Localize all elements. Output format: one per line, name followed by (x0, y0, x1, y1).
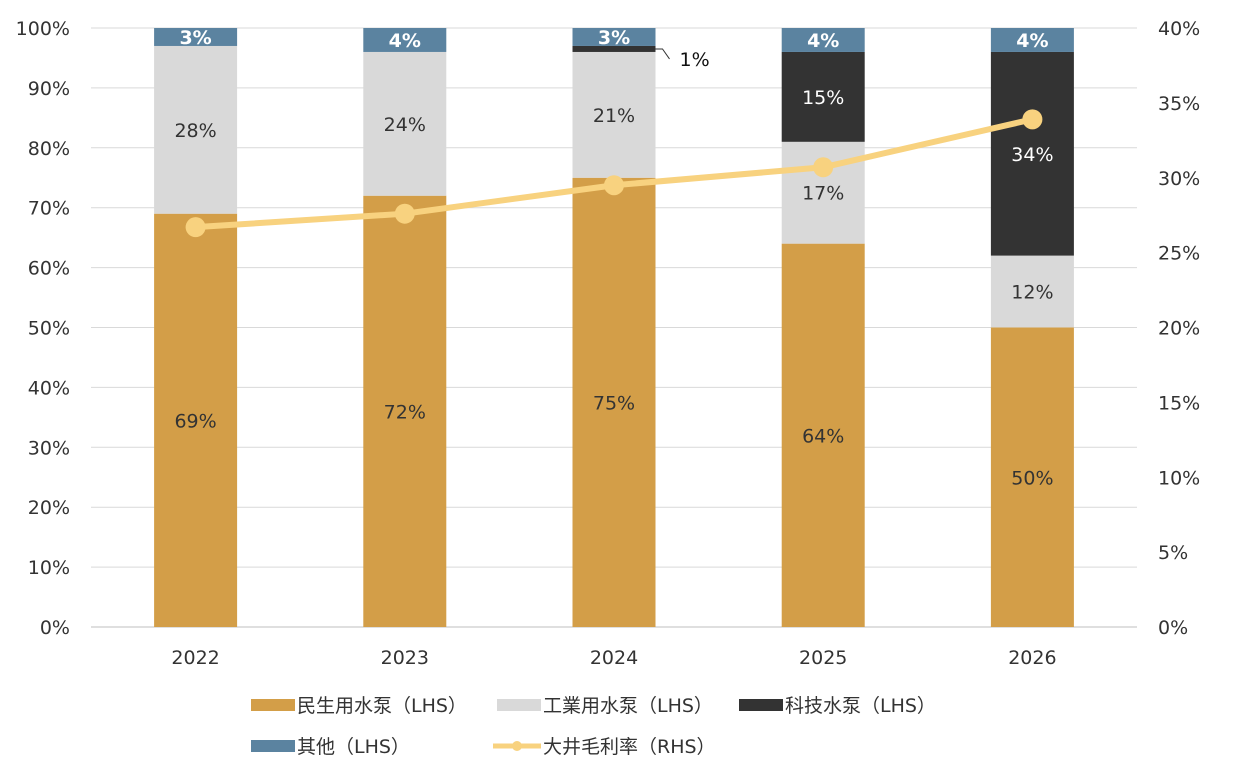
left-axis-tick-label: 70% (28, 198, 70, 220)
margin-line (185, 109, 1043, 238)
bar-segment (990, 255, 1074, 328)
right-axis-tick-label: 5% (1158, 542, 1188, 564)
left-axis-tick-label: 30% (28, 437, 70, 459)
legend-label: 大井毛利率（RHS） (543, 736, 716, 758)
x-axis-category-label: 2025 (799, 647, 847, 669)
legend-label: 其他（LHS） (297, 736, 410, 758)
bar-data-label: 69% (174, 410, 216, 432)
bar-data-label: 4% (1016, 30, 1048, 52)
bars: 69% 28% 3% 72% 24% 4% 75% 21% 1% 3% 64% 17% 15% 4% 50%… (154, 27, 1074, 627)
left-axis-tick-label: 20% (28, 497, 70, 519)
bar-segment (363, 51, 447, 196)
margin-line-point (813, 157, 834, 178)
margin-line-point (1022, 109, 1043, 130)
left-axis-tick-label: 0% (40, 617, 70, 639)
bar-segment (154, 45, 238, 214)
bar-data-label: 3% (179, 27, 211, 49)
right-axis-tick-label: 15% (1158, 392, 1200, 414)
right-axis-tick-label: 40% (1158, 18, 1200, 40)
bar-segment (572, 51, 656, 178)
legend-line-marker (512, 741, 522, 751)
bar-segment (990, 28, 1074, 52)
bar-segment (781, 243, 865, 627)
left-axis-tick-label: 60% (28, 258, 70, 280)
legend-swatch (739, 699, 783, 711)
bar-data-label: 12% (1011, 282, 1053, 304)
left-axis-tick-label: 100% (16, 18, 70, 40)
legend: 民生用水泵（LHS） 工業用水泵（LHS） 科技水泵（LHS） 其他（LHS） 大井毛利… (251, 695, 936, 758)
bar-segment (572, 45, 656, 52)
legend-swatch (251, 699, 295, 711)
bar-data-label: 24% (384, 114, 426, 136)
axes: 0% 10% 20% 30% 40% 50% 60% 70% 80% 90% 100% 0% 5% 10%… (16, 18, 1201, 669)
bar-segment (990, 327, 1074, 627)
left-axis-tick-label: 10% (28, 557, 70, 579)
legend-label: 工業用水泵（LHS） (543, 695, 713, 717)
bar-data-label: 15% (802, 87, 844, 109)
bar-segment (990, 51, 1074, 256)
x-axis-category-label: 2022 (171, 647, 219, 669)
right-axis-tick-label: 0% (1158, 617, 1188, 639)
bar-segment (363, 28, 447, 52)
bar-data-label: 34% (1011, 144, 1053, 166)
bar-data-label: 28% (174, 120, 216, 142)
bar-segment (572, 177, 656, 627)
bar-data-label: 17% (802, 183, 844, 205)
bar-data-label: 4% (807, 30, 839, 52)
bar-data-label: 3% (598, 27, 630, 49)
bar-data-label: 1% (680, 49, 710, 71)
margin-line-point (185, 217, 206, 238)
bar-data-label: 50% (1011, 467, 1053, 489)
bar-segment (154, 213, 238, 627)
bar-data-label: 72% (384, 401, 426, 423)
left-axis-tick-label: 50% (28, 318, 70, 340)
left-axis-tick-label: 80% (28, 138, 70, 160)
bar-segment (572, 28, 656, 46)
bar-data-label: 64% (802, 425, 844, 447)
left-axis-tick-label: 90% (28, 78, 70, 100)
legend-label: 民生用水泵（LHS） (297, 695, 467, 717)
bar-segment (363, 195, 447, 627)
bar-data-label: 21% (593, 105, 635, 127)
bar-segment (781, 28, 865, 52)
x-axis-category-label: 2023 (381, 647, 429, 669)
right-axis-tick-label: 35% (1158, 93, 1200, 115)
x-axis-category-label: 2026 (1008, 647, 1056, 669)
left-axis-tick-label: 40% (28, 377, 70, 399)
legend-swatch (497, 699, 541, 711)
margin-line-point (604, 175, 624, 196)
x-axis-category-label: 2024 (590, 647, 638, 669)
legend-label: 科技水泵（LHS） (785, 695, 936, 717)
right-axis-tick-label: 30% (1158, 168, 1200, 190)
right-axis-tick-label: 25% (1158, 243, 1200, 265)
callout-leader (655, 48, 670, 60)
bar-data-label: 4% (389, 30, 421, 52)
right-axis-tick-label: 10% (1158, 467, 1200, 489)
bar-data-label: 75% (593, 392, 635, 414)
legend-swatch (251, 740, 295, 752)
margin-line-point (394, 203, 415, 224)
bar-segment (781, 51, 865, 142)
right-axis-tick-label: 20% (1158, 318, 1200, 340)
bar-segment (154, 28, 238, 46)
